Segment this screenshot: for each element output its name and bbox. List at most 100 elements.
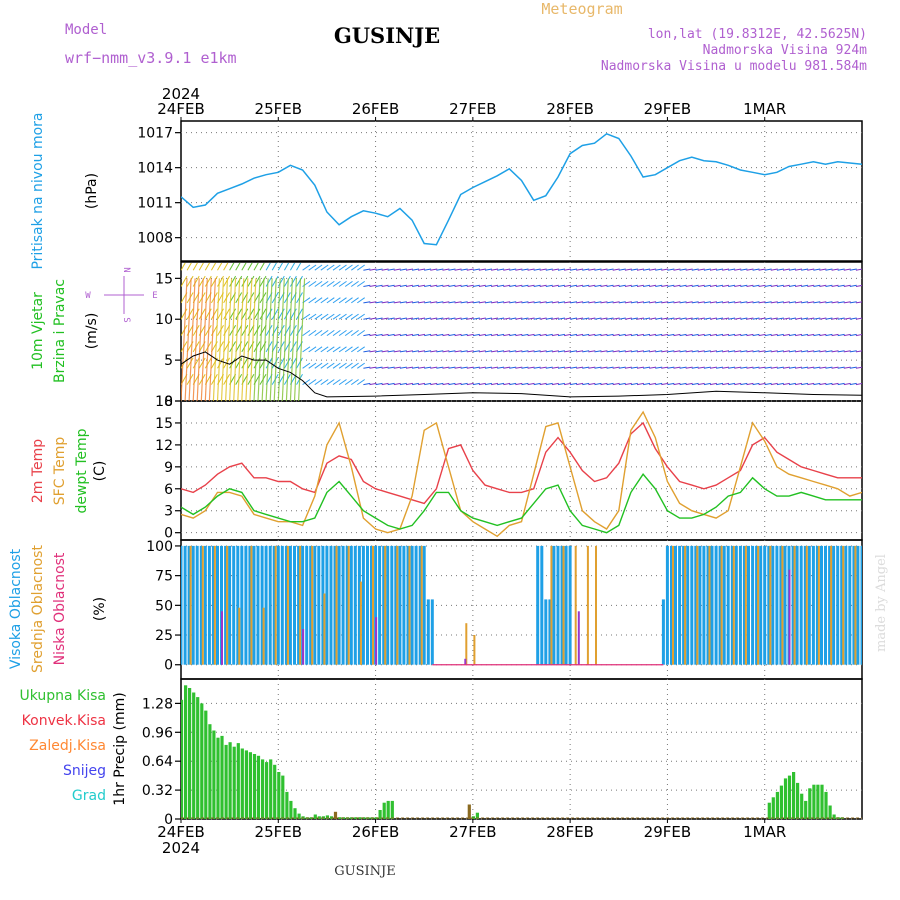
cloud-high-bar [560,545,564,665]
wind-barb [691,268,699,271]
wind-barb [618,301,626,304]
wind-barb [436,366,444,369]
wind-barb [691,317,699,320]
wind-barb [405,366,413,369]
bottom-date-label: 27FEB [449,823,496,841]
wind-barb [314,313,323,320]
wind-barb [460,301,468,304]
precip-total-bar [212,730,216,819]
cloud-high-bar [357,545,361,665]
wind-barb [758,301,766,304]
cloud-mid-bar [323,593,326,665]
wind-barb [855,268,862,271]
wind-barb [661,382,669,386]
wind-barb [861,318,862,320]
wind-barb [655,317,663,320]
wind-barb [861,351,862,352]
cloud-high-bar [199,545,203,665]
wind-barb [344,362,353,369]
cloud-bars [181,545,862,666]
cloud-mid-bar [595,545,597,665]
wind-barb [667,268,675,271]
wind-barb [399,382,407,386]
wind-barb [332,329,341,337]
wind-barb [588,382,596,386]
cloud-high-bar [422,545,426,665]
wind-barb [582,284,590,287]
wind-barb [831,350,839,353]
wind-barb [849,317,857,320]
wind-barb [643,350,651,353]
precip-total-bar [196,697,200,819]
wind-barb [338,264,347,271]
top-date-label: 26FEB [352,100,399,118]
wind-barb [782,333,790,337]
precip-total-bar [293,808,297,819]
wind-barb [788,366,796,369]
cloud-high-bar [856,545,860,665]
precip-total-bar [787,775,792,819]
wind-barb [217,263,223,271]
precip-total-bar [204,710,208,819]
wind-barb [393,317,401,320]
temp-series [181,410,862,538]
wind-barb [412,317,419,320]
wind-barb [819,366,827,369]
wind-barb [217,357,224,369]
wind-barb [734,350,742,353]
wind-barb [186,308,194,320]
wind-barb [716,317,724,320]
wind-barb [478,301,486,304]
wind-barb [509,366,517,369]
wind-barb [709,268,717,271]
wind-barb [521,366,529,369]
cloud-high-bar [398,545,402,665]
wind-barb [758,366,766,369]
cloud-mid-bar [213,545,216,665]
wind-barb [344,379,353,386]
wind-barb [606,382,614,386]
wind-barb [752,317,760,320]
wind-barb [442,333,450,337]
wind-barb [582,317,590,320]
cloud-high-bar [341,545,345,665]
wind-barb [551,284,559,287]
cloud-mid-bar [793,545,796,665]
wind-barb [825,268,833,271]
cloud-high-bar [370,545,373,665]
wind-barb [320,313,329,320]
wind-barb [357,362,365,369]
wind-barb [831,284,839,287]
precip-total-bar [325,815,329,819]
cloud-high-bar [382,545,386,665]
cloud-high-bar [406,545,410,665]
bottom-time-axis: 24FEB 25FEB 26FEB 27FEB 28FEB 29FEB 1MAR [157,819,786,841]
wind-barb [320,346,329,353]
wind-barb [576,366,584,369]
wind-barb [722,284,730,287]
wind-gust-mark [225,278,233,401]
wind-barb [247,308,255,320]
wind-barb [630,284,638,287]
wind-barb [381,366,389,369]
cloud-mid-bar [408,545,411,665]
wind-barb [746,333,754,337]
wind-barb [430,333,438,337]
cloud-high-bar [791,545,795,665]
wind-barb [855,350,862,353]
wind-barb [424,366,432,369]
precip-total-bar [783,778,788,819]
wind-barb [782,366,790,369]
wind-barb [357,297,365,304]
wind-barb [430,268,438,271]
wind-barb [813,366,821,369]
wind-barb [649,333,657,337]
wind-barb [764,333,772,337]
compass-e: E [152,291,157,301]
precip-total-bar [378,810,382,819]
cloud-mid-bar [842,545,845,665]
wind-barb [764,301,772,304]
cloud-mid-bar [189,545,192,665]
precip-ytick-label: 0.64 [142,754,173,770]
wind-barb [807,382,815,386]
